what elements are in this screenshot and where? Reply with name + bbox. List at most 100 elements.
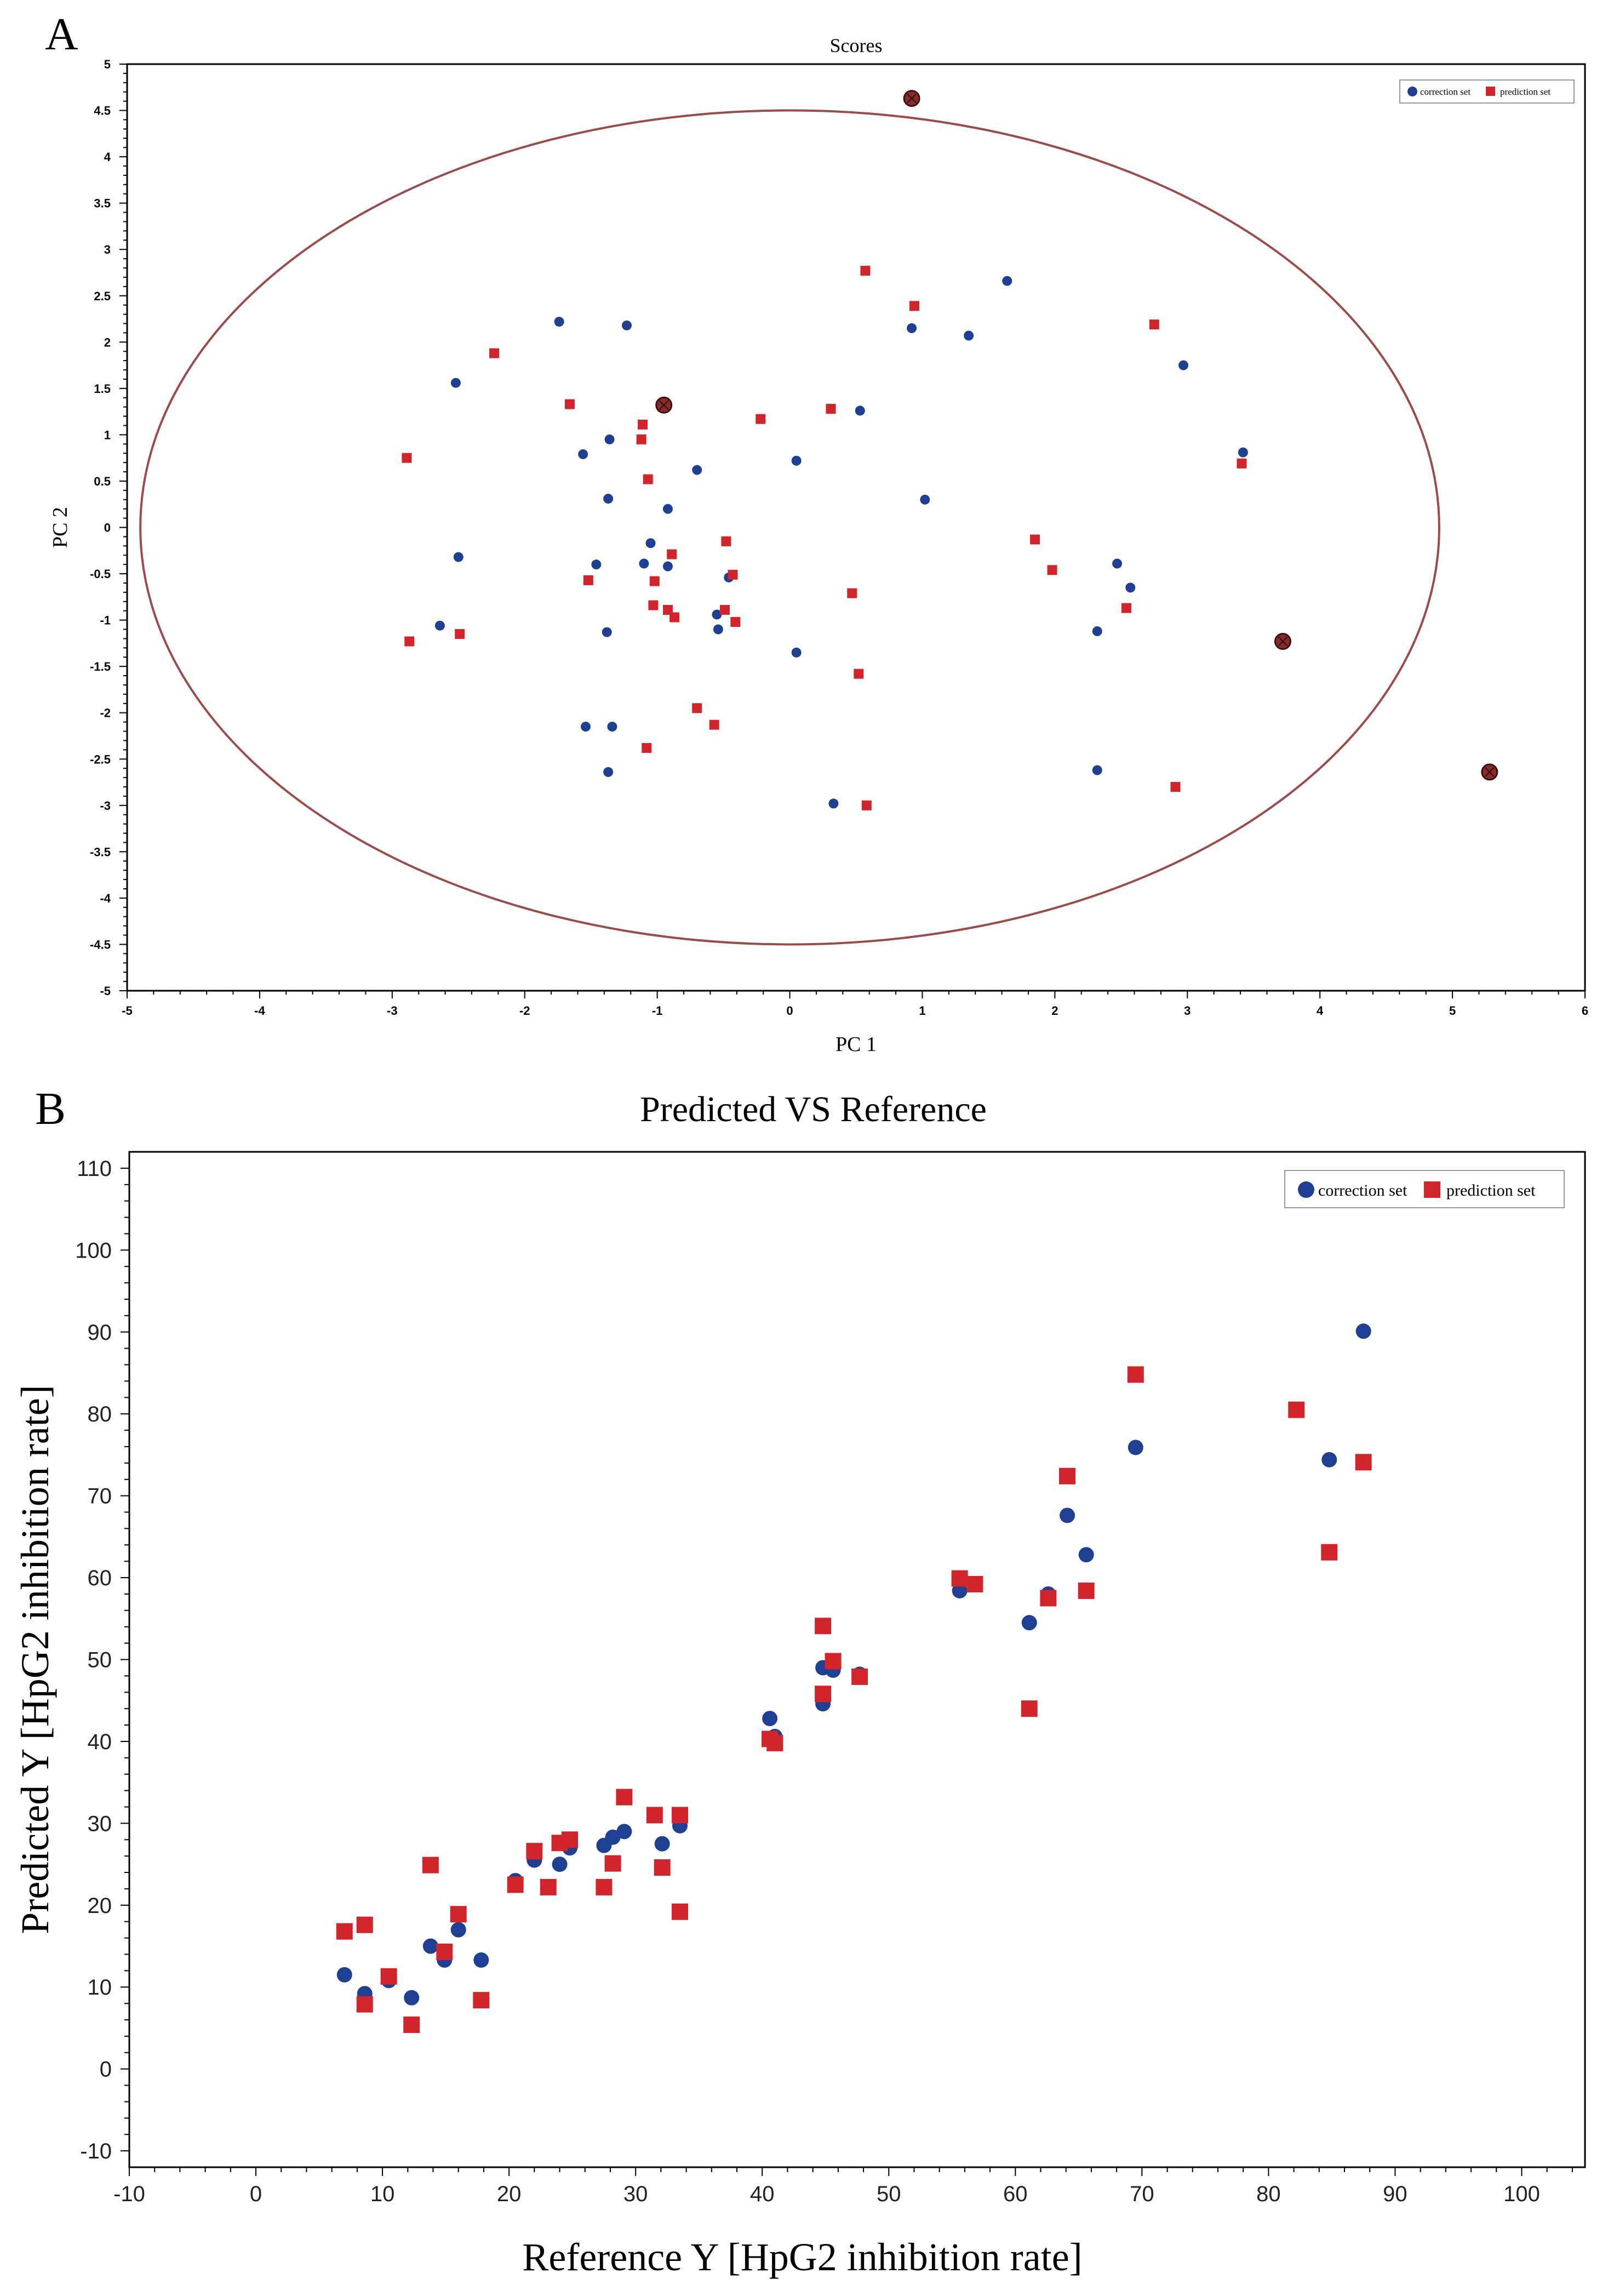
correction-point (336, 1967, 352, 1983)
prediction-point (1237, 458, 1247, 469)
x-tick-label: 1 (919, 1004, 925, 1018)
correction-point (828, 798, 839, 809)
y-tick-label: 10 (88, 1975, 112, 2000)
prediction-point (672, 1807, 689, 1824)
correction-point (1092, 626, 1102, 636)
prediction-point (562, 1831, 579, 1848)
prediction-point (1321, 1544, 1338, 1561)
correction-point (616, 1824, 632, 1840)
y-tick-label: 4.5 (94, 104, 111, 118)
y-tick-label: 0.5 (94, 475, 111, 488)
y-tick-label: 1 (104, 428, 111, 442)
correction-point (762, 1711, 778, 1727)
correction-point (1092, 765, 1102, 775)
legend-correction-marker (1407, 87, 1417, 96)
prediction-point (638, 419, 648, 430)
correction-point (552, 1857, 568, 1872)
prediction-point (1170, 781, 1181, 792)
x-tick-label: 5 (1449, 1004, 1456, 1018)
y-tick-label: 1.5 (94, 382, 111, 396)
y-tick-label: 0 (104, 521, 111, 535)
prediction-point (646, 1807, 663, 1824)
legend-prediction-label: prediction set (1500, 87, 1550, 97)
correction-point (603, 494, 614, 504)
x-tick-label: 80 (1256, 2182, 1281, 2206)
confidence-ellipse (139, 109, 1440, 946)
prediction-point (1149, 319, 1159, 330)
y-tick-label: -1 (100, 614, 111, 627)
correction-point (964, 330, 974, 341)
correction-point (639, 558, 649, 569)
prediction-point (526, 1843, 543, 1860)
prediction-point (815, 1618, 832, 1635)
correction-point (654, 1836, 670, 1852)
y-tick-label: 110 (77, 1157, 112, 1181)
y-tick-label: -0.5 (90, 567, 111, 581)
prediction-point (669, 612, 680, 622)
correction-point (920, 494, 930, 505)
y-tick-label: -2 (100, 706, 111, 720)
y-tick-label: 50 (88, 1648, 112, 1672)
correction-point (855, 405, 865, 416)
prediction-point (667, 549, 677, 559)
correction-point (404, 1990, 420, 2006)
panel-b-label: B (35, 1083, 66, 1134)
legend-prediction-marker (1424, 1181, 1440, 1198)
y-tick-label: 70 (88, 1484, 112, 1509)
y-axis-label: Predicted Y [HpG2 inhibition rate] (13, 1385, 57, 1934)
y-tick-label: 5 (104, 58, 111, 71)
y-tick-label: -4.5 (90, 938, 111, 951)
correction-point (791, 455, 802, 466)
prediction-point (636, 434, 646, 444)
legend: correction set prediction set (1284, 1170, 1565, 1208)
prediction-point (721, 536, 731, 546)
y-axis-label: PC 2 (49, 507, 72, 548)
y-tick-label: -2.5 (90, 752, 111, 766)
legend-correction-label: correction set (1318, 1181, 1407, 1200)
prediction-point (728, 569, 738, 580)
x-tick-label: -1 (652, 1004, 663, 1018)
y-tick-label: 80 (88, 1402, 112, 1426)
prediction-point (826, 404, 836, 414)
outlier-cross (1278, 636, 1288, 647)
prediction-point (847, 588, 857, 598)
legend-correction-marker (1298, 1181, 1314, 1198)
correction-point (1002, 276, 1012, 286)
correction-point (604, 434, 615, 444)
x-tick-label: 90 (1383, 2182, 1407, 2206)
prediction-point (540, 1878, 557, 1895)
scores-chart: -5 -4 -3 -2 -1 0 1 2 3 4 5 6 5 4.5 4 3.5 3 2.5 2 1.5 1 0.5 0 -0… (49, 35, 1588, 1056)
prediction-point (825, 1653, 842, 1670)
correction-point (453, 552, 463, 562)
correction-point (605, 1829, 621, 1845)
prediction-point (966, 1576, 983, 1593)
prediction-point (404, 636, 415, 647)
prediction-point (356, 1916, 373, 1933)
prediction-point (642, 743, 652, 753)
x-tick-label: 3 (1184, 1004, 1191, 1018)
prediction-point (851, 1668, 868, 1685)
correction-point (1321, 1452, 1337, 1467)
prediction-point (815, 1686, 832, 1703)
y-tick-label: 100 (75, 1238, 112, 1263)
prediction-point (730, 616, 741, 627)
prediction-point (1355, 1454, 1372, 1471)
correction-point (434, 620, 445, 631)
plot-frame (128, 1151, 1586, 2168)
correction-point (554, 317, 564, 327)
x-axis-label: Reference Y [HpG2 inhibition rate] (522, 2235, 1082, 2279)
correction-point (692, 465, 702, 475)
correction-point (578, 449, 588, 459)
chart-title: Scores (830, 35, 883, 56)
prediction-point (648, 600, 659, 610)
x-tick-label: 30 (623, 2182, 648, 2206)
prediction-point (951, 1570, 968, 1587)
x-tick-label: -3 (387, 1004, 398, 1018)
x-tick-label: 0 (786, 1004, 793, 1018)
prediction-point (1040, 1590, 1057, 1607)
correction-point (1060, 1507, 1075, 1523)
y-tick-label: -10 (80, 2139, 112, 2163)
prediction-point (356, 1996, 373, 2013)
outlier-cross (907, 93, 917, 104)
correction-point (422, 1938, 438, 1954)
